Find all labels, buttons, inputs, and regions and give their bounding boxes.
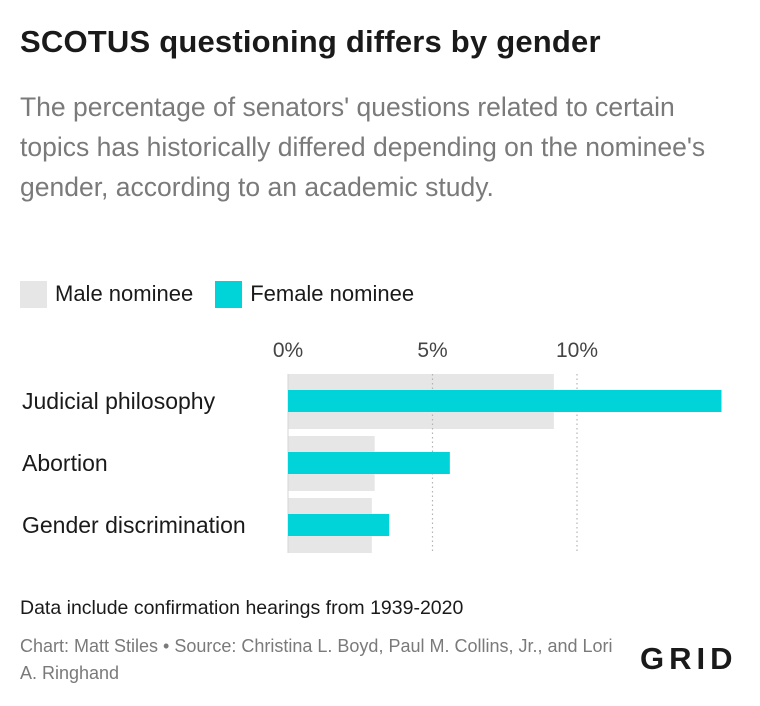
footnote: Data include confirmation hearings from … [20, 597, 464, 619]
legend-label-male: Male nominee [55, 281, 194, 306]
grid-logo: GRID [640, 641, 738, 676]
bar-female-gender-discrimination [288, 514, 390, 536]
bar-female-judicial-philosophy [288, 390, 722, 412]
bar-female-abortion [288, 452, 450, 474]
category-label-gender-discrimination: Gender discrimination [22, 512, 246, 538]
legend-swatch-female [215, 280, 243, 308]
category-label-abortion: Abortion [22, 450, 108, 476]
chart-subtitle: The percentage of senators' questions re… [20, 92, 706, 202]
legend-item-male: Male nominee [20, 280, 194, 308]
category-label-judicial-philosophy: Judicial philosophy [22, 388, 216, 414]
legend-swatch-male [20, 280, 47, 308]
legend: Male nominee Female nominee [20, 280, 436, 308]
legend-label-female: Female nominee [250, 281, 415, 306]
bar-chart: 0% 5% 10% Judicial philosophy Abortion Gender… [22, 339, 722, 553]
x-tick-label-10: 10% [556, 339, 598, 362]
source-credit: Chart: Matt Stiles • Source: Christina L… [20, 636, 613, 683]
chart-title: SCOTUS questioning differs by gender [20, 24, 601, 59]
x-tick-label-0: 0% [273, 339, 303, 362]
x-tick-label-5: 5% [417, 339, 447, 362]
legend-item-female: Female nominee [215, 280, 415, 308]
